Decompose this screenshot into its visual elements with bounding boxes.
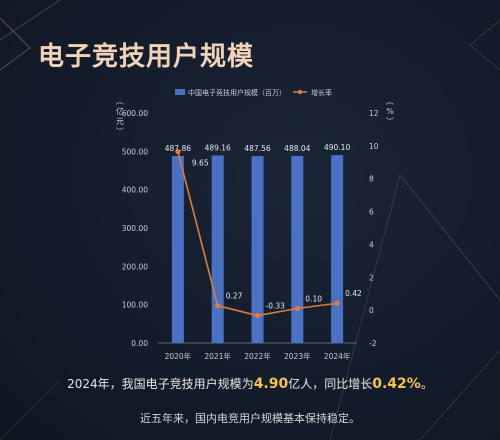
y-right-axis-label-char: % — [386, 107, 394, 116]
y-left-tick-label: 300.00 — [122, 224, 148, 233]
x-tick-label: 2023年 — [284, 351, 311, 361]
growth-point — [215, 303, 221, 309]
growth-point — [334, 300, 340, 306]
caption-value-users: 4.90 — [253, 376, 289, 392]
y-left-axis-label-char: 元 — [116, 117, 124, 126]
y-right-axis-label-char: （ — [385, 97, 394, 105]
bar-value-label: 487.56 — [244, 144, 270, 153]
caption-summary: 2024年，我国电子竞技用户规模为4.90亿人，同比增长0.42%。 — [0, 375, 500, 392]
growth-point — [175, 149, 181, 155]
caption-prefix: 2024年，我国电子竞技用户规模为 — [67, 377, 254, 391]
bar-value-label: 487.86 — [165, 144, 191, 153]
y-left-tick-label: 100.00 — [122, 301, 148, 310]
bar — [211, 155, 224, 343]
y-right-tick-label: 4 — [369, 240, 374, 249]
bar-value-label: 490.10 — [324, 143, 350, 152]
y-right-tick-label: 12 — [369, 109, 379, 118]
legend-line-label: 增长率 — [311, 88, 332, 97]
bar — [251, 156, 264, 343]
growth-point — [294, 305, 300, 312]
x-tick-label: 2022年 — [244, 351, 271, 361]
caption-suffix: 。 — [420, 377, 433, 391]
caption-unit: 亿人，同比增长 — [288, 377, 373, 391]
growth-point — [254, 312, 261, 319]
growth-value-label: 9.65 — [192, 159, 209, 168]
x-tick-label: 2020年 — [165, 351, 192, 361]
y-left-tick-label: 500.00 — [122, 147, 148, 156]
bar — [331, 155, 344, 343]
bar-value-label: 489.16 — [205, 143, 231, 152]
page-title: 电子竞技用户规模 — [38, 42, 255, 72]
y-left-tick-label: 0.00 — [131, 339, 148, 348]
caption-note: 近五年来，国内电竞用户规模基本保持稳定。 — [140, 412, 360, 425]
growth-value-label: 0.27 — [226, 292, 243, 301]
growth-value-label: 0.10 — [305, 295, 322, 304]
growth-value-label: -0.33 — [266, 302, 286, 311]
bar — [171, 155, 184, 343]
legend-bar-label: 中国电子竞技用户规模（百万） — [188, 88, 286, 97]
y-right-tick-label: 2 — [369, 273, 374, 282]
y-right-tick-label: 8 — [369, 175, 374, 184]
bar — [291, 155, 304, 343]
y-left-tick-label: 400.00 — [122, 186, 148, 195]
y-right-tick-label: 10 — [369, 142, 379, 151]
y-left-tick-label: 200.00 — [122, 262, 148, 271]
legend-line-marker — [297, 89, 303, 95]
x-tick-label: 2024年 — [324, 351, 351, 361]
y-right-tick-label: 0 — [369, 306, 374, 315]
growth-value-label: 0.42 — [345, 289, 362, 298]
caption-value-growth: 0.42% — [372, 376, 421, 392]
x-tick-label: 2021年 — [204, 351, 231, 361]
y-left-axis-label-char: （ — [115, 97, 124, 105]
y-right-tick-label: -2 — [369, 339, 377, 348]
y-left-tick-label: 600.00 — [122, 109, 148, 118]
y-left-axis-label-char: 亿 — [116, 106, 124, 116]
y-right-axis-label-char: ） — [385, 117, 394, 125]
bar-value-label: 488.04 — [284, 144, 310, 153]
y-right-tick-label: 6 — [369, 208, 374, 217]
y-left-axis-label-char: ） — [115, 127, 124, 135]
legend-bar-swatch — [175, 89, 185, 95]
